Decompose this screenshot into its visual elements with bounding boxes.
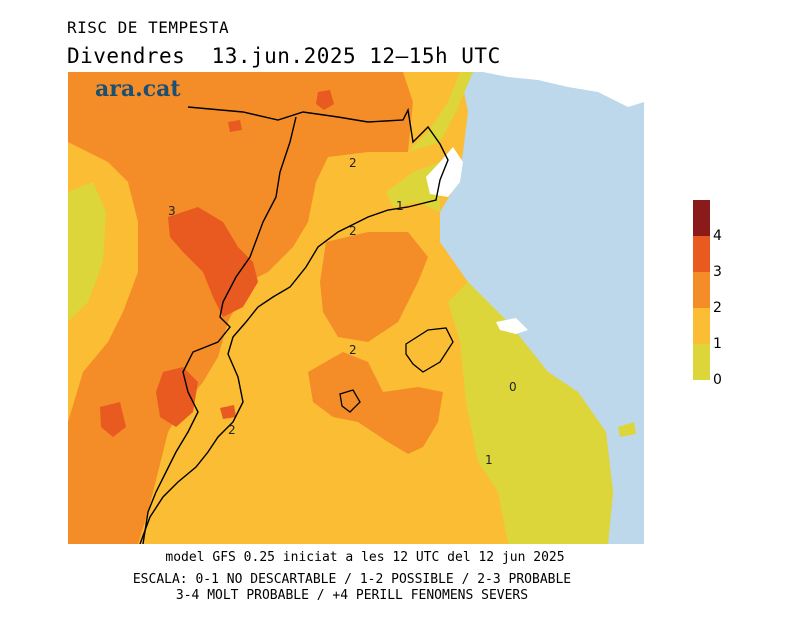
risk-legend: 4 3 2 1 0 [693,200,722,388]
map-subtitle: Divendres 13.jun.2025 12–15h UTC [67,44,501,68]
scale-info: ESCALA: 0-1 NO DESCARTABLE / 1-2 POSSIBL… [0,572,704,604]
risk-zone-3-4-south [156,367,198,427]
risk-zone-0-1-coast [386,162,440,212]
contour-label: 1 [396,199,404,213]
risk-zone-3-4-north [168,207,258,317]
legend-label: 2 [713,300,722,316]
risk-zone-3-4-spot-c [220,405,236,419]
map-title: RISC DE TEMPESTA [67,18,230,37]
legend-swatch-3 [693,236,710,272]
contour-label: 1 [485,453,493,467]
risk-zone-2-3-centre [320,232,428,342]
island-mallorca [405,327,454,373]
island-eivissa [339,389,361,413]
scale-line-2: 3-4 MOLT PROBABLE / +4 PERILL FENOMENS S… [175,588,529,603]
coastline [139,106,449,544]
risk-zone-3-4-spot-b [228,120,242,132]
contour-label: 3 [168,204,176,218]
legend-label: 1 [713,336,722,352]
legend-label: 4 [713,228,722,244]
no-data-north [483,72,644,107]
storm-risk-map: 3 2 2 1 2 2 0 1 [68,72,644,544]
border-line [142,116,297,544]
risk-zone-3-4-west [100,402,126,437]
contour-label: 2 [349,224,357,238]
legend-label: 0 [713,372,722,388]
risk-zone-2-3-south [308,352,443,454]
no-data-coast [426,147,463,197]
legend-swatch-2 [693,272,710,308]
risk-zone-0-1-west [68,182,106,322]
ara-cat-logo: ara.cat [95,76,181,102]
risk-zone-0-1-north [408,72,473,152]
risk-zone-0-1-east [448,282,613,544]
risk-zone-2-3-west [68,72,413,544]
no-data-island [496,318,528,334]
contour-label: 2 [349,343,357,357]
model-info: model GFS 0.25 iniciat a les 12 UTC del … [165,550,565,565]
scale-line-1: ESCALA: 0-1 NO DESCARTABLE / 1-2 POSSIBL… [132,572,572,587]
contour-label: 0 [509,380,517,394]
risk-zone-3-4-spot-a [316,90,334,110]
contour-label: 2 [349,156,357,170]
risk-zone-0-1-island [618,422,636,437]
sea-area [440,72,644,544]
legend-swatch-1 [693,308,710,344]
contour-label: 2 [228,423,236,437]
legend-swatch-4 [693,200,710,236]
legend-label: 3 [713,264,722,280]
legend-swatch-0 [693,344,710,380]
